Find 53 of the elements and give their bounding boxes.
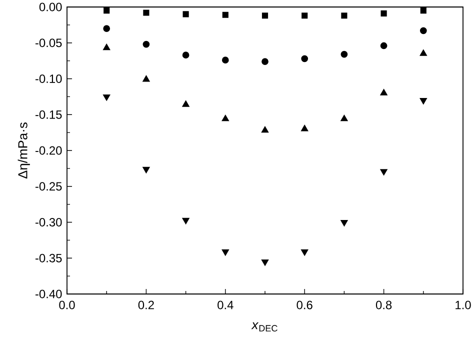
point (142, 40, 150, 48)
point (222, 249, 229, 256)
point (380, 89, 388, 96)
point (420, 8, 426, 14)
point (340, 114, 348, 122)
x-tick-label: 0.4 (218, 300, 234, 310)
point (143, 10, 150, 16)
point (380, 42, 388, 50)
point (182, 218, 190, 224)
point (182, 100, 190, 107)
y-tick-label: -0.40 (36, 290, 62, 298)
point (341, 12, 348, 19)
y-tick-label: 0.00 (39, 2, 62, 12)
point (222, 56, 229, 64)
point (340, 220, 348, 226)
y-tick-label: -0.15 (36, 110, 62, 119)
point (262, 58, 268, 65)
point (420, 50, 427, 56)
y-axis-title: Δη/mPa·s (18, 122, 30, 179)
point (301, 55, 308, 62)
y-tick-label: -0.25 (36, 182, 62, 191)
point (103, 44, 110, 50)
point (340, 50, 348, 58)
point (142, 166, 150, 174)
point (420, 27, 427, 34)
y-tick-label: -0.35 (36, 254, 62, 262)
y-tick-label: -0.05 (36, 38, 62, 48)
point (302, 12, 308, 19)
point (420, 98, 427, 104)
y-tick-label: -0.20 (36, 146, 62, 155)
point (182, 52, 190, 59)
y-tick-label: -0.30 (36, 218, 62, 226)
point (261, 259, 269, 266)
point (222, 12, 228, 18)
point (222, 114, 229, 122)
point (104, 8, 110, 14)
point (261, 126, 269, 133)
point (262, 12, 268, 19)
point (103, 94, 110, 101)
point (380, 10, 387, 16)
x-tick-label: 0.8 (376, 300, 392, 310)
point (142, 75, 150, 82)
x-axis-title: x$_{DEC}$ (251, 322, 278, 332)
point (301, 249, 308, 256)
y-tick-label: -0.10 (36, 74, 62, 83)
point (301, 124, 308, 132)
point (380, 169, 388, 176)
x-tick-label: 1.0 (456, 300, 471, 310)
point (103, 25, 110, 32)
x-tick-label: 0.0 (59, 300, 75, 310)
x-tick-label: 0.2 (138, 300, 154, 310)
x-tick-label: 0.6 (296, 300, 312, 310)
point (182, 11, 189, 18)
